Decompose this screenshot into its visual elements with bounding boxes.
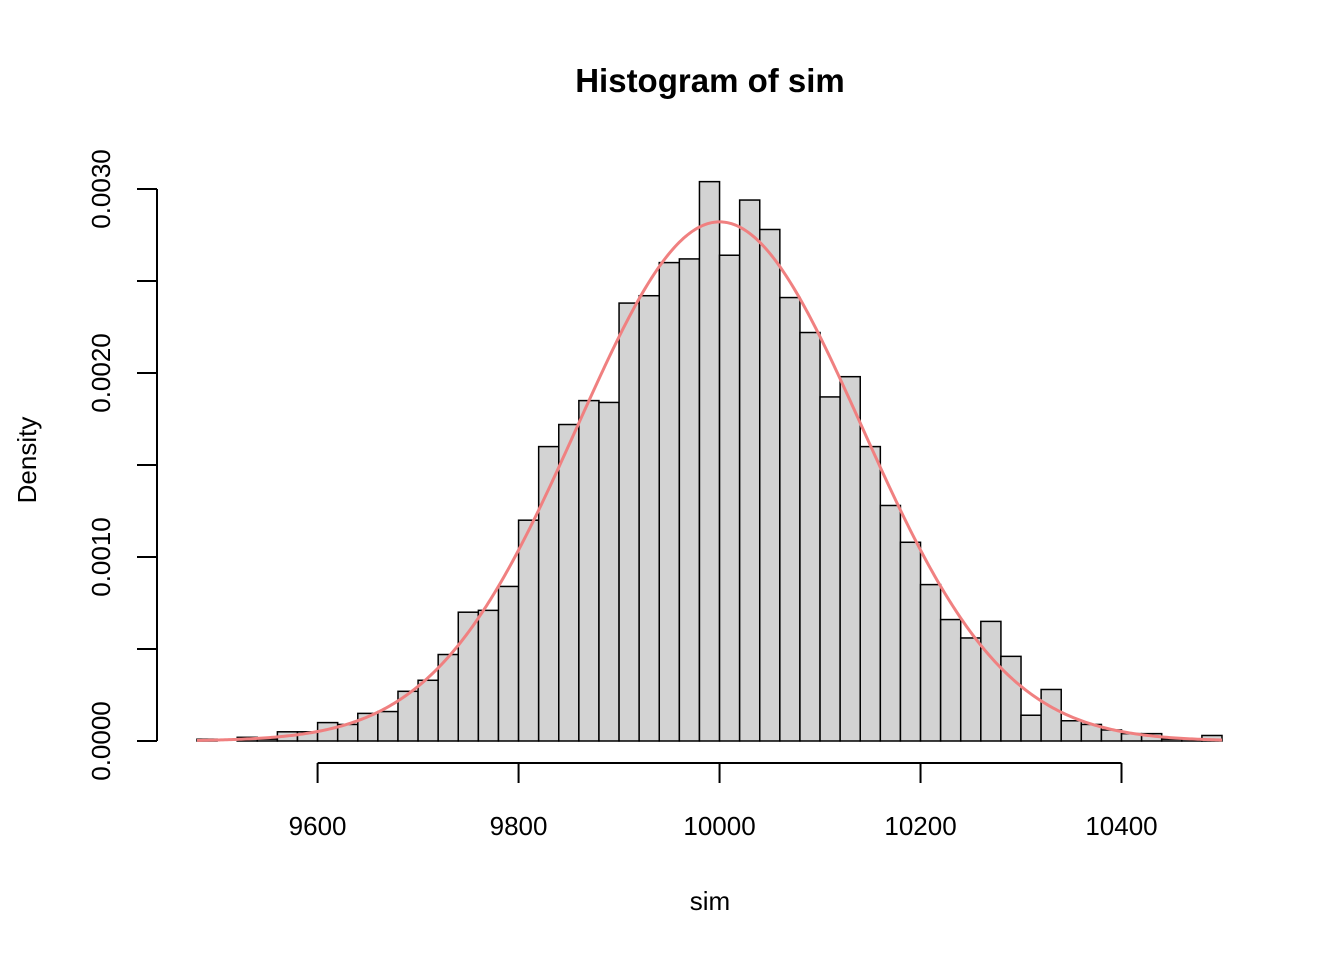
y-tick-label: 0.0000 [86, 701, 116, 781]
x-axis-label: sim [690, 886, 730, 916]
histogram-bar [819, 396, 841, 742]
histogram-bar [578, 399, 600, 742]
histogram-bar [899, 541, 922, 742]
x-axis: 9600 9800 10000 10200 10400 [289, 762, 1158, 841]
x-tick-label: 9600 [289, 811, 347, 841]
histogram-bar [939, 618, 962, 742]
histogram-bar [758, 228, 781, 742]
y-axis: 0.0000 0.0010 0.0020 0.0030 [86, 149, 158, 781]
histogram-bar [1060, 720, 1083, 742]
histogram-bar [658, 261, 681, 742]
chart-title: Histogram of sim [575, 62, 845, 99]
histogram-bar [959, 637, 982, 742]
histogram-bar [779, 296, 801, 742]
histogram-bar [1020, 714, 1042, 742]
histogram-bar [1000, 655, 1022, 742]
histogram-bar [678, 258, 701, 742]
histogram-bar [558, 423, 580, 742]
y-tick-label: 0.0010 [86, 517, 116, 597]
histogram-bar [919, 583, 942, 742]
histogram-bar [879, 504, 902, 742]
histogram-bar [980, 620, 1002, 742]
x-tick-label: 9800 [490, 811, 548, 841]
histogram-bar [517, 519, 540, 742]
x-tick-label: 10400 [1085, 811, 1157, 841]
histogram-bar [859, 445, 882, 742]
histogram-bars [196, 180, 1223, 742]
histogram-bar [799, 331, 821, 742]
y-axis-label: Density [12, 417, 42, 504]
histogram-bar [377, 710, 399, 742]
histogram-bar [638, 294, 661, 742]
histogram-bar [437, 653, 460, 742]
histogram-bar [839, 375, 861, 742]
histogram-bar [618, 302, 640, 742]
histogram-bar [1040, 688, 1062, 742]
histogram-bar [738, 199, 761, 742]
x-tick-label: 10200 [884, 811, 956, 841]
y-tick-label: 0.0020 [86, 333, 116, 413]
histogram-bar [698, 180, 721, 742]
histogram-bar [497, 585, 520, 742]
y-tick-label: 0.0030 [86, 149, 116, 229]
histogram-bar [417, 679, 439, 742]
histogram-bar [598, 401, 620, 742]
density-curve [196, 220, 1223, 742]
histogram-bar [477, 609, 500, 742]
x-tick-label: 10000 [683, 811, 755, 841]
histogram-bar [718, 254, 741, 742]
